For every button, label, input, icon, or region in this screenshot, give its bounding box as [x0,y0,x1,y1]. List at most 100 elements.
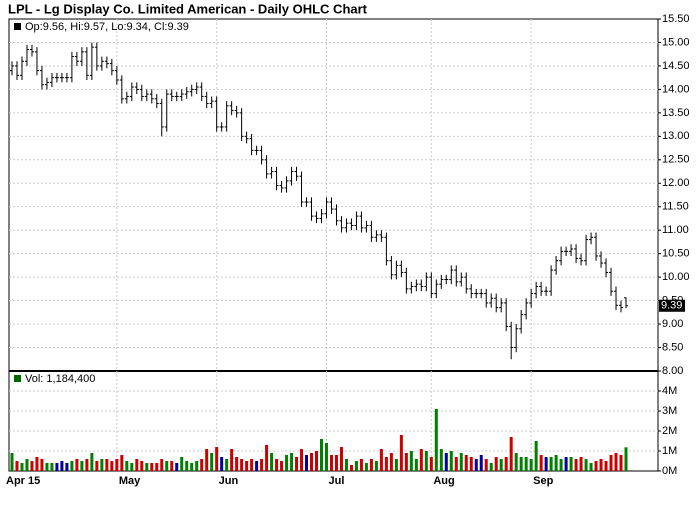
volume-bar [609,455,613,471]
y-tick-label: 8.50 [662,341,683,353]
volume-bar [479,455,483,471]
y-tick-label: 8.00 [662,365,683,377]
volume-bar [604,461,608,471]
volume-bar [419,449,423,471]
volume-bar [399,435,403,471]
volume-bar [285,455,289,471]
y-tick-label: 14.50 [662,60,690,72]
volume-bar [474,459,478,471]
volume-bar [60,461,64,471]
volume-bar [404,453,408,471]
volume-bar [369,459,373,471]
volume-bar [499,459,503,471]
legend-text: Vol: 1,184,400 [25,373,95,385]
volume-bar [429,457,433,471]
volume-bar [539,455,543,471]
volume-bar [290,453,294,471]
y2-tick-label: 0M [662,465,677,477]
volume-panel [8,370,659,472]
chart-title: LPL - Lg Display Co. Limited American - … [8,1,368,16]
volume-bar [230,449,234,471]
volume-bar [384,457,388,471]
volume-bar [414,459,418,471]
volume-bar [185,461,189,471]
volume-bar [559,459,563,471]
volume-bar [564,457,568,471]
volume-bar [10,453,14,471]
y2-tick-label: 4M [662,385,677,397]
volume-bar [250,459,254,471]
volume-bar [25,459,29,471]
y-tick-label: 14.00 [662,83,690,95]
volume-bar [554,455,558,471]
volume-bar [519,457,523,471]
volume-bar [40,459,44,471]
volume-bar [140,461,144,471]
volume-bar [324,443,328,471]
volume-bar [125,461,129,471]
volume-bar [469,457,473,471]
volume-bar [165,461,169,471]
volume-bar [80,461,84,471]
volume-bar [439,449,443,471]
volume-bar [90,453,94,471]
volume-bar [300,449,304,471]
x-tick-label: Sep [533,475,553,487]
y-tick-label: 9.00 [662,318,683,330]
x-tick-label: Jun [219,475,239,487]
volume-bar [225,459,229,471]
volume-bar [220,457,224,471]
y-tick-label: 15.50 [662,13,690,25]
y-tick-label: 15.00 [662,36,690,48]
volume-bar [175,463,179,471]
volume-bar [409,451,413,471]
volume-bar [329,455,333,471]
volume-bar [75,459,79,471]
volume-bar [190,463,194,471]
y-tick-label: 13.50 [662,107,690,119]
x-tick-label: Jul [328,475,344,487]
volume-bar [534,441,538,471]
volume-bar [349,465,353,471]
volume-bar [334,455,338,471]
volume-bar [549,457,553,471]
volume-bar [30,461,34,471]
volume-bar [35,457,39,471]
volume-bar [160,459,164,471]
volume-bar [424,451,428,471]
y-tick-label: 12.50 [662,154,690,166]
volume-bar [624,447,628,471]
volume-bar [544,457,548,471]
volume-bar [489,463,493,471]
volume-bar [275,459,279,471]
volume-bar [524,457,528,471]
volume-bar [155,463,159,471]
legend-swatch [14,23,21,30]
volume-bar [494,457,498,471]
y2-tick-label: 3M [662,405,677,417]
volume-bar [50,463,54,471]
volume-bar [434,409,438,471]
volume-bar [599,459,603,471]
volume-bar [319,439,323,471]
volume-bar [255,461,259,471]
price-panel [8,18,659,372]
volume-bar [265,445,269,471]
volume-bar [504,457,508,471]
volume-bar [444,453,448,471]
volume-bar [484,459,488,471]
last-price-label: 9.39 [661,300,682,312]
volume-bar [240,459,244,471]
volume-bar [270,453,274,471]
x-tick-label: Apr 15 [6,475,40,487]
last-price-tag [659,299,685,312]
y-tick-label: 13.00 [662,130,690,142]
volume-bar [215,447,219,471]
volume-bar [619,455,623,471]
volume-bar [459,453,463,471]
volume-bar [150,463,154,471]
volume-bar [454,457,458,471]
volume-bar [589,463,593,471]
volume-bar [389,453,393,471]
